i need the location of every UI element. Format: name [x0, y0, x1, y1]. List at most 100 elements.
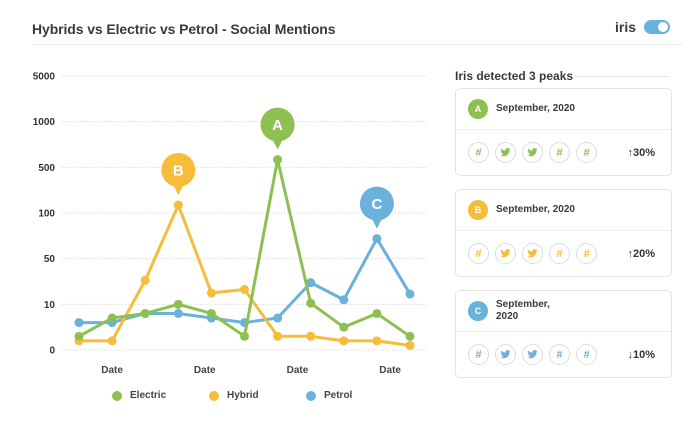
marker-bubble: [359, 186, 394, 221]
hashtag-icon[interactable]: #: [576, 142, 597, 163]
legend-item-petrol[interactable]: Petrol: [306, 390, 403, 401]
peak-date: September, 2020: [496, 299, 550, 322]
data-point-petrol: [405, 289, 415, 299]
peaks-panel-divider: [574, 76, 670, 77]
line-chart: 0 10 50 100 500 1000 5000 Date Date Date Date A B C: [33, 72, 428, 376]
data-point-electric: [405, 331, 415, 341]
peak-badge: B: [468, 200, 488, 220]
twitter-icon[interactable]: [495, 243, 516, 264]
arrow-up-icon: ↑: [627, 247, 633, 260]
twitter-icon[interactable]: [522, 344, 543, 365]
marker-bubble: [260, 107, 295, 142]
data-point-hybrid: [173, 200, 183, 210]
peak-change: ↓10%: [627, 349, 655, 361]
data-point-petrol: [173, 308, 183, 318]
hashtag-icon[interactable]: #: [549, 142, 570, 163]
data-point-hybrid: [273, 331, 283, 341]
legend-label: Hybrid: [227, 390, 259, 401]
y-tick-label: 5000: [33, 72, 56, 83]
peak-marker-c: C: [359, 186, 394, 229]
peaks-panel-title: Iris detected 3 peaks: [455, 69, 574, 83]
hashtag-icon[interactable]: #: [549, 344, 570, 365]
social-source-list: # # #: [468, 243, 597, 264]
y-tick-label: 50: [44, 254, 56, 265]
legend-item-electric[interactable]: Electric: [112, 390, 209, 401]
peak-card-header: B September, 2020: [456, 190, 671, 231]
peak-date: September, 2020: [496, 204, 575, 215]
y-tick-label: 100: [38, 209, 55, 220]
data-point-petrol: [339, 295, 349, 305]
peak-change-value: 20%: [632, 247, 655, 260]
hashtag-icon[interactable]: #: [468, 243, 489, 264]
data-point-electric: [140, 308, 150, 318]
data-point-hybrid: [140, 275, 150, 285]
twitter-icon[interactable]: [522, 243, 543, 264]
data-point-hybrid: [306, 331, 316, 341]
iris-toggle[interactable]: [644, 20, 670, 34]
data-point-hybrid: [339, 336, 349, 346]
iris-toggle-group: iris: [615, 19, 670, 35]
data-point-electric: [206, 308, 216, 318]
peak-card-header: A September, 2020: [456, 89, 671, 130]
peak-marker-a: A: [260, 107, 295, 150]
legend-swatch: [112, 390, 122, 401]
data-point-hybrid: [372, 336, 382, 346]
data-point-electric: [107, 313, 117, 323]
data-point-petrol: [306, 278, 316, 288]
data-point-electric: [74, 331, 84, 341]
data-point-hybrid: [405, 340, 415, 350]
peak-date: September, 2020: [496, 103, 575, 114]
marker-label: A: [272, 117, 283, 134]
y-tick-label: 1000: [33, 117, 56, 128]
hashtag-icon[interactable]: #: [576, 344, 597, 365]
data-point-electric: [306, 298, 316, 308]
chart-title: Hybrids vs Electric vs Petrol - Social M…: [32, 21, 336, 37]
legend-item-hybrid[interactable]: Hybrid: [209, 390, 306, 401]
legend-swatch: [209, 390, 219, 401]
marker-bubble: [161, 153, 196, 188]
peak-card-header: C September, 2020: [456, 291, 671, 332]
peak-card-c[interactable]: C September, 2020 # # # ↓10%: [455, 290, 672, 378]
hashtag-icon[interactable]: #: [468, 344, 489, 365]
peak-card-b[interactable]: B September, 2020 # # # ↑20%: [455, 189, 672, 277]
twitter-icon[interactable]: [495, 344, 516, 365]
legend-swatch: [306, 390, 316, 401]
hashtag-icon[interactable]: #: [549, 243, 570, 264]
hashtag-icon[interactable]: #: [468, 142, 489, 163]
peak-card-body: # # # ↓10%: [456, 332, 671, 377]
toggle-knob: [658, 22, 668, 32]
data-point-electric: [372, 308, 382, 318]
x-tick-label: Date: [287, 365, 309, 376]
marker-label: C: [371, 196, 382, 213]
data-point-electric: [339, 322, 349, 332]
iris-toggle-label: iris: [614, 19, 636, 35]
arrow-up-icon: ↑: [627, 146, 633, 159]
hashtag-icon[interactable]: #: [576, 243, 597, 264]
peak-card-a[interactable]: A September, 2020 # # # ↑30%: [455, 88, 672, 176]
twitter-icon[interactable]: [495, 142, 516, 163]
peak-marker-b: B: [161, 153, 196, 196]
title-divider: [32, 44, 682, 45]
peak-badge: C: [468, 301, 488, 321]
x-tick-label: Date: [194, 365, 216, 376]
peak-card-body: # # # ↑30%: [456, 130, 671, 175]
y-tick-label: 0: [49, 346, 55, 357]
marker-label: B: [173, 163, 184, 180]
peak-change-value: 10%: [632, 348, 655, 361]
y-tick-label: 500: [38, 163, 55, 174]
chart-legend: Electric Hybrid Petrol: [112, 390, 403, 401]
legend-label: Electric: [130, 390, 167, 401]
legend-label: Petrol: [324, 390, 353, 401]
social-source-list: # # #: [468, 344, 597, 365]
social-source-list: # # #: [468, 142, 597, 163]
data-point-hybrid: [107, 336, 117, 346]
twitter-icon[interactable]: [522, 142, 543, 163]
y-tick-label: 10: [44, 300, 56, 311]
data-point-petrol: [372, 234, 382, 244]
data-point-hybrid: [206, 288, 216, 298]
data-point-electric: [273, 155, 283, 165]
peak-change: ↑30%: [627, 147, 655, 159]
data-point-petrol: [273, 313, 283, 323]
x-tick-label: Date: [101, 365, 123, 376]
